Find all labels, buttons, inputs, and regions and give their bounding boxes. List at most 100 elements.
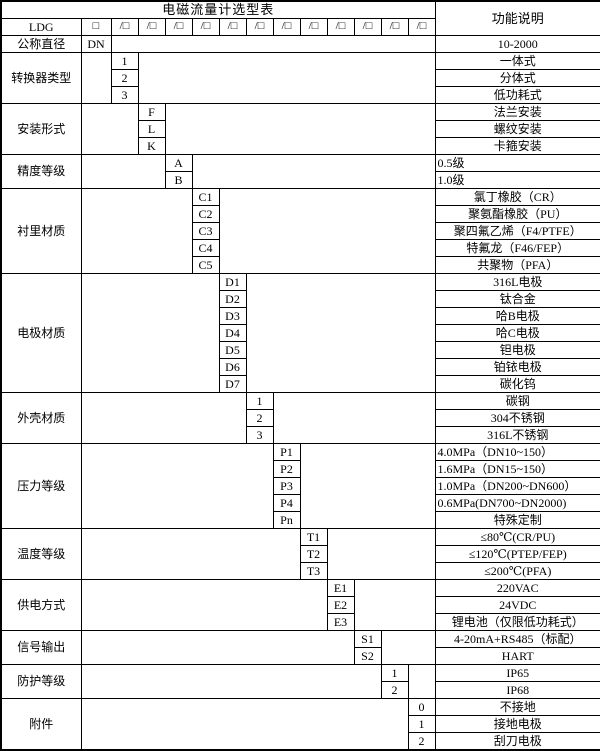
table-row: C3 聚四氟乙烯（F4/PTFE） (1, 222, 600, 240)
table-row: P4 0.6MPa(DN700~DN2000) (1, 494, 600, 512)
group-label: 温度等级 (0, 528, 82, 580)
code-cell: S1 (353, 630, 382, 648)
table-row: D3 哈B电极 (1, 307, 600, 325)
code-cell: Pn (272, 511, 301, 529)
code-cell: 2 (407, 732, 436, 751)
code-cell: 2 (380, 681, 409, 699)
table-row: P3 1.0MPa（DN200~DN600） (1, 477, 600, 495)
code-slot-box: /□ (326, 18, 355, 36)
table-row: 信号输出 S1 4-20mA+RS485（标配） (0, 630, 600, 665)
table-row: L 螺纹安装 (1, 120, 600, 138)
desc-cell: 共聚物（PFA） (434, 256, 600, 274)
desc-cell: 螺纹安装 (434, 120, 600, 138)
table-row: D6 铂铱电极 (1, 358, 600, 376)
code-slot-box: /□ (272, 18, 301, 36)
code-slot-box: /□ (137, 18, 166, 36)
table-row: 附件 0 不接地 (0, 698, 600, 751)
table-row: 精度等级 A 0.5级 (0, 154, 600, 189)
code-cell: P4 (272, 494, 301, 512)
table-row: 外壳材质 1 碳钢 (0, 392, 600, 444)
code-cell: E1 (326, 579, 355, 597)
table-row: 供电方式 E1 220VAC (0, 579, 600, 631)
table-row: 电极材质 D1 316L电极 (0, 273, 600, 393)
code-cell: D4 (218, 324, 247, 342)
desc-cell: 钽电极 (434, 341, 600, 359)
model-prefix: LDG (0, 18, 82, 36)
table-row: 防护等级 1 IP65 (0, 664, 600, 699)
code-slot-box: /□ (299, 18, 328, 36)
desc-cell: 1.0级 (434, 171, 600, 189)
desc-cell: 0.6MPa(DN700~DN2000) (434, 494, 600, 512)
desc-cell: 聚四氟乙烯（F4/PTFE） (434, 222, 600, 240)
code-cell: C1 (191, 188, 220, 206)
group-label: 电极材质 (0, 273, 82, 393)
group-label: 附件 (0, 698, 82, 751)
code-cell: T2 (299, 545, 328, 563)
desc-cell: IP68 (434, 681, 600, 699)
desc-cell: 哈C电极 (434, 324, 600, 342)
table-row: P2 1.6MPa（DN15~150） (1, 460, 600, 478)
desc-cell: 卡箍安装 (434, 137, 600, 155)
code-cell: 3 (245, 426, 274, 444)
code-cell: 3 (110, 86, 139, 104)
table-row: 3 低功耗式 (1, 86, 600, 104)
desc-cell: 特殊定制 (434, 511, 600, 529)
table-row: T2 ≤120℃(PTEP/FEP) (1, 545, 600, 563)
code-cell: T3 (299, 562, 328, 580)
code-cell: 2 (245, 409, 274, 427)
table-row: D2 钛合金 (1, 290, 600, 308)
code-cell: 1 (380, 664, 409, 682)
filler-cell (80, 698, 409, 751)
table-row: E3 锂电池（仅限低功耗式） (1, 613, 600, 631)
group-label: 压力等级 (0, 443, 82, 529)
code-slot-box: /□ (110, 18, 139, 36)
code-cell: E2 (326, 596, 355, 614)
filler-cell (110, 35, 436, 53)
desc-cell: 碳化钨 (434, 375, 600, 393)
desc-cell: ≤80℃(CR/PU) (434, 528, 600, 546)
filler-cell (80, 443, 274, 529)
filler-cell (80, 103, 139, 155)
code-cell: 2 (110, 69, 139, 87)
code-cell: D2 (218, 290, 247, 308)
code-cell: D5 (218, 341, 247, 359)
filler-cell (326, 528, 436, 580)
filler-cell (380, 630, 436, 665)
code-cell: L (137, 120, 166, 138)
code-cell: P1 (272, 443, 301, 461)
desc-cell: 锂电池（仅限低功耗式） (434, 613, 600, 631)
filler-cell (218, 188, 436, 274)
desc-cell: 碳钢 (434, 392, 600, 410)
filler-cell (353, 579, 436, 631)
filler-cell (80, 528, 301, 580)
desc-cell: 220VAC (434, 579, 600, 597)
table-row: D7 碳化钨 (1, 375, 600, 393)
code-cell: K (137, 137, 166, 155)
desc-cell: 304不锈钢 (434, 409, 600, 427)
code-slot-box: /□ (353, 18, 382, 36)
code-cell: D7 (218, 375, 247, 393)
code-slot-box: /□ (380, 18, 409, 36)
desc-cell: 4-20mA+RS485（标配） (434, 630, 600, 648)
code-slot-box: /□ (407, 18, 436, 36)
code-slot-box: /□ (245, 18, 274, 36)
desc-cell: 1.6MPa（DN15~150） (434, 460, 600, 478)
desc-cell: 钛合金 (434, 290, 600, 308)
desc-cell: 氯丁橡胶（CR） (434, 188, 600, 206)
desc-cell: 法兰安装 (434, 103, 600, 121)
desc-cell: 1.0MPa（DN200~DN600） (434, 477, 600, 495)
code-slot-box: /□ (164, 18, 193, 36)
desc-cell: 4.0MPa（DN10~150） (434, 443, 600, 461)
code-cell: T1 (299, 528, 328, 546)
filler-cell (80, 664, 382, 699)
filler-cell (80, 188, 193, 274)
table-row: C5 共聚物（PFA） (1, 256, 600, 274)
group-label: 供电方式 (0, 579, 82, 631)
code-cell: S2 (353, 647, 382, 665)
code-box: □ (80, 18, 112, 36)
filler-cell (407, 664, 436, 699)
code-cell: C5 (191, 256, 220, 274)
table-row: 安装形式 F 法兰安装 (0, 103, 600, 155)
table-row: Pn 特殊定制 (1, 511, 600, 529)
